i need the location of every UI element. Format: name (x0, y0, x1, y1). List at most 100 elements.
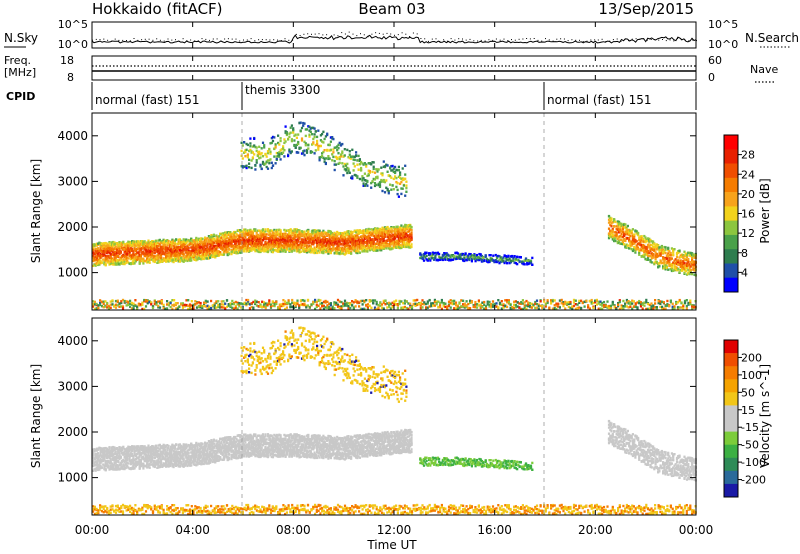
power-cell (280, 236, 283, 239)
power-cell (336, 237, 339, 241)
power-cell (193, 244, 197, 247)
noise-search-dot (526, 38, 528, 39)
power-cell (361, 244, 364, 247)
power-cell (274, 233, 277, 236)
power-cell (341, 150, 344, 153)
power-cell (98, 241, 101, 244)
power-cell (105, 258, 108, 261)
power-cell (266, 247, 270, 250)
power-cell (246, 233, 249, 237)
power-cell (126, 257, 129, 260)
power-cell (270, 234, 273, 238)
power-cell (531, 256, 534, 260)
power-cell (182, 255, 185, 258)
power-cell (304, 128, 307, 131)
power-cell (613, 225, 616, 228)
power-cell (222, 244, 226, 248)
power-cell (221, 242, 224, 245)
power-cell (343, 239, 346, 242)
power-cell (274, 242, 277, 245)
power-cell (355, 236, 358, 239)
power-cell (383, 235, 387, 238)
power-cell (474, 256, 477, 259)
power-cell (405, 190, 408, 193)
power-cell (182, 254, 185, 257)
power-cell (152, 246, 155, 250)
noise-search-dot (235, 38, 237, 40)
power-cell (402, 233, 405, 236)
power-cell (185, 238, 188, 241)
power-cell (322, 156, 325, 159)
power-cell (357, 159, 360, 162)
power-cell (309, 244, 312, 248)
power-cell (299, 230, 302, 234)
power-cell (265, 161, 268, 164)
power-cell (318, 234, 321, 237)
power-cell (211, 249, 214, 252)
power-cell (114, 260, 117, 263)
power-cell (105, 251, 108, 255)
power-cell (312, 238, 315, 241)
power-cell (305, 244, 309, 247)
power-cell (246, 248, 249, 252)
power-cell (255, 249, 258, 252)
power-cell (259, 242, 262, 245)
power-cell (271, 240, 275, 244)
power-cell (363, 179, 366, 182)
power-cell (293, 241, 296, 244)
power-cell (209, 240, 212, 243)
power-cell (334, 251, 338, 254)
power-cell (220, 236, 223, 240)
power-cell (239, 230, 242, 234)
noise-search-dot (431, 38, 433, 40)
power-cell (293, 228, 296, 231)
power-cell (392, 233, 395, 236)
power-cell (323, 246, 326, 249)
power-cell (165, 246, 168, 249)
power-cell (367, 239, 370, 242)
power-cell (159, 241, 163, 244)
power-cell (100, 250, 103, 254)
power-cell (404, 245, 407, 249)
power-cell (402, 244, 405, 247)
power-cell (372, 242, 375, 246)
power-cell (371, 248, 374, 251)
power-cell (112, 251, 115, 254)
power-cell (406, 226, 409, 229)
power-cell (157, 259, 160, 263)
power-cell (239, 241, 242, 244)
power-cell (620, 232, 623, 236)
power-cell (246, 246, 249, 249)
power-cell (196, 258, 199, 261)
cpid-label: CPID (6, 90, 35, 103)
power-cell (358, 240, 361, 244)
power-cell (259, 237, 262, 240)
power-cell (210, 250, 213, 253)
power-cell (400, 231, 403, 234)
power-cell (120, 261, 124, 264)
power-cell (269, 238, 272, 241)
power-cell (251, 235, 254, 238)
power-cell (209, 238, 212, 242)
power-cell (146, 261, 149, 264)
power-cell (607, 227, 611, 230)
power-cell (338, 157, 341, 161)
power-cell (95, 251, 98, 254)
power-cell (396, 240, 399, 243)
power-cell (273, 136, 276, 139)
power-cell (142, 259, 145, 263)
power-cell (224, 245, 227, 249)
power-cell (312, 241, 315, 244)
power-cell (204, 248, 207, 251)
power-cell (192, 246, 195, 249)
power-cell (390, 188, 393, 191)
power-cell (322, 239, 325, 243)
power-cell (249, 247, 252, 250)
power-cell (182, 244, 185, 247)
power-cell (363, 249, 366, 252)
power-cell (295, 230, 298, 233)
noise-right-label: N.Search (745, 31, 799, 45)
power-cell (190, 256, 193, 260)
power-cell (224, 231, 227, 234)
power-cell (131, 249, 134, 253)
